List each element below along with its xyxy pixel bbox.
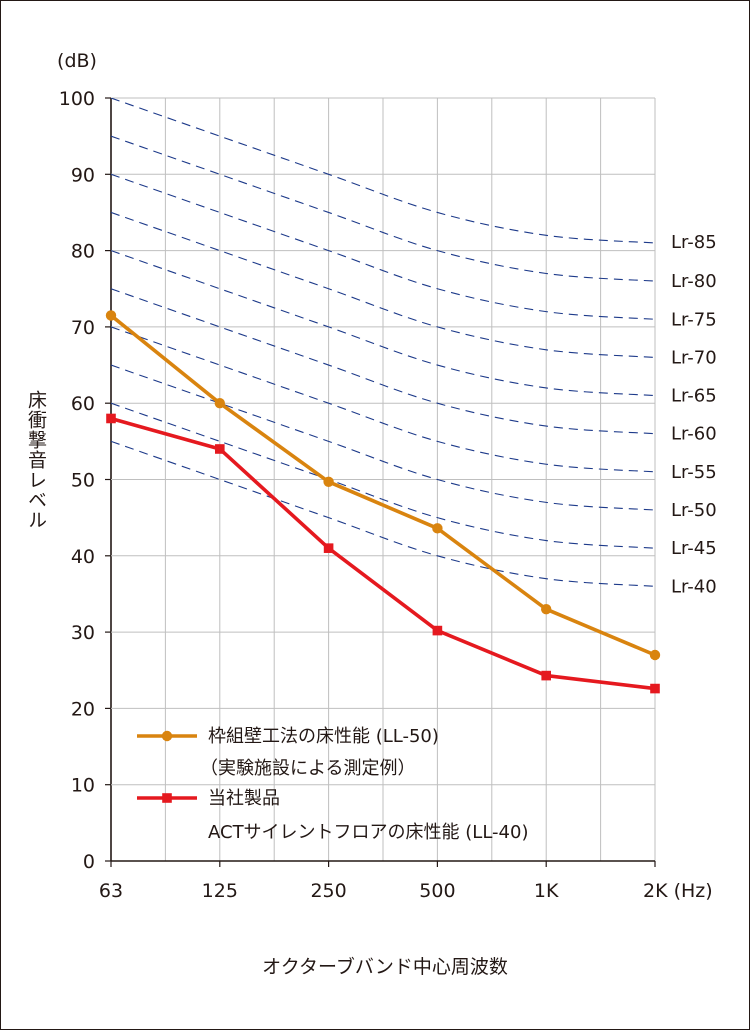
data-point: [541, 670, 551, 681]
reference-curve-label: Lr-75: [671, 309, 717, 330]
reference-curve: [111, 173, 655, 320]
data-point: [323, 543, 334, 553]
series-layer: [105, 310, 661, 694]
data-point: [649, 649, 661, 661]
x-tick-label: 63: [99, 880, 123, 902]
legend-swatch-marker: [161, 730, 173, 742]
reference-curve: [111, 326, 655, 473]
legend-label-line2: ACTサイレントフロアの床性能 (LL-40): [208, 822, 528, 843]
x-axis-title: オクターブバンド中心周波数: [262, 955, 508, 978]
data-point: [541, 604, 552, 615]
reference-curves: [111, 98, 655, 587]
x-tick-label: 2K (Hz): [643, 880, 713, 902]
reference-curve: [111, 250, 655, 397]
reference-curve: [111, 135, 655, 282]
reference-curve: [111, 98, 655, 244]
reference-curve-label: Lr-70: [671, 347, 717, 368]
y-axis-title: 床衝撃音レベル: [25, 390, 47, 530]
data-point: [105, 310, 117, 321]
data-point: [214, 398, 225, 409]
reference-curve-label: Lr-40: [671, 576, 717, 597]
reference-curve-label: Lr-55: [671, 462, 717, 483]
y-axis-unit: (dB): [57, 50, 97, 72]
data-point: [432, 523, 443, 534]
x-tick-label: 250: [310, 880, 346, 902]
y-tick-label: 80: [71, 241, 95, 263]
legend-label-line2: （実験施設による測定例）: [200, 758, 415, 779]
reference-curve-label: Lr-45: [671, 538, 717, 559]
reference-curve: [111, 288, 655, 435]
reference-curve: [111, 211, 655, 358]
x-tick-label: 125: [202, 880, 238, 902]
reference-curve-label: Lr-65: [671, 386, 717, 407]
legend-label: 枠組壁工法の床性能 (LL-50): [208, 726, 439, 747]
legend-label: 当社製品: [208, 788, 280, 809]
y-tick-label: 100: [59, 88, 95, 110]
reference-curve-label: Lr-80: [671, 271, 717, 292]
y-tick-label: 70: [71, 317, 95, 339]
data-point: [650, 683, 660, 694]
reference-curve: [111, 440, 655, 587]
horizontal-gridlines: [105, 97, 655, 862]
y-tick-label: 60: [71, 393, 95, 415]
y-tick-label: 90: [71, 164, 95, 186]
legend: 枠組壁工法の床性能 (LL-50) （実験施設による測定例） 当社製品 ACTサイレン…: [137, 726, 528, 843]
reference-curve-label: Lr-85: [671, 232, 717, 253]
data-point: [323, 476, 334, 487]
x-tick-label: 1K: [534, 880, 559, 902]
series-line: [110, 416, 656, 691]
data-point: [215, 444, 225, 454]
y-tick-label: 10: [71, 775, 95, 797]
x-tick-label: 500: [419, 880, 455, 902]
data-point: [106, 413, 116, 424]
reference-curve-label: Lr-60: [671, 424, 717, 445]
series-line: [109, 314, 656, 657]
y-tick-label: 0: [83, 851, 95, 873]
y-tick-label: 30: [71, 622, 95, 644]
reference-curve-labels: Lr-85 Lr-80 Lr-75 Lr-70 Lr-65 Lr-60 Lr-55 Lr-50…: [671, 232, 717, 597]
y-tick-label: 20: [71, 698, 95, 720]
data-point: [432, 625, 443, 636]
y-tick-labels: 0 10 20 30 40 50 60 70 80 90 100: [59, 88, 95, 873]
reference-curve: [111, 364, 655, 511]
legend-swatch-marker: [162, 793, 172, 803]
reference-curve-label: Lr-50: [671, 500, 717, 521]
reference-curve: [111, 402, 655, 549]
y-tick-label: 50: [71, 470, 95, 492]
x-tick-labels: 63 125 250 500 1K 2K (Hz): [99, 861, 713, 902]
y-tick-label: 40: [71, 546, 95, 568]
